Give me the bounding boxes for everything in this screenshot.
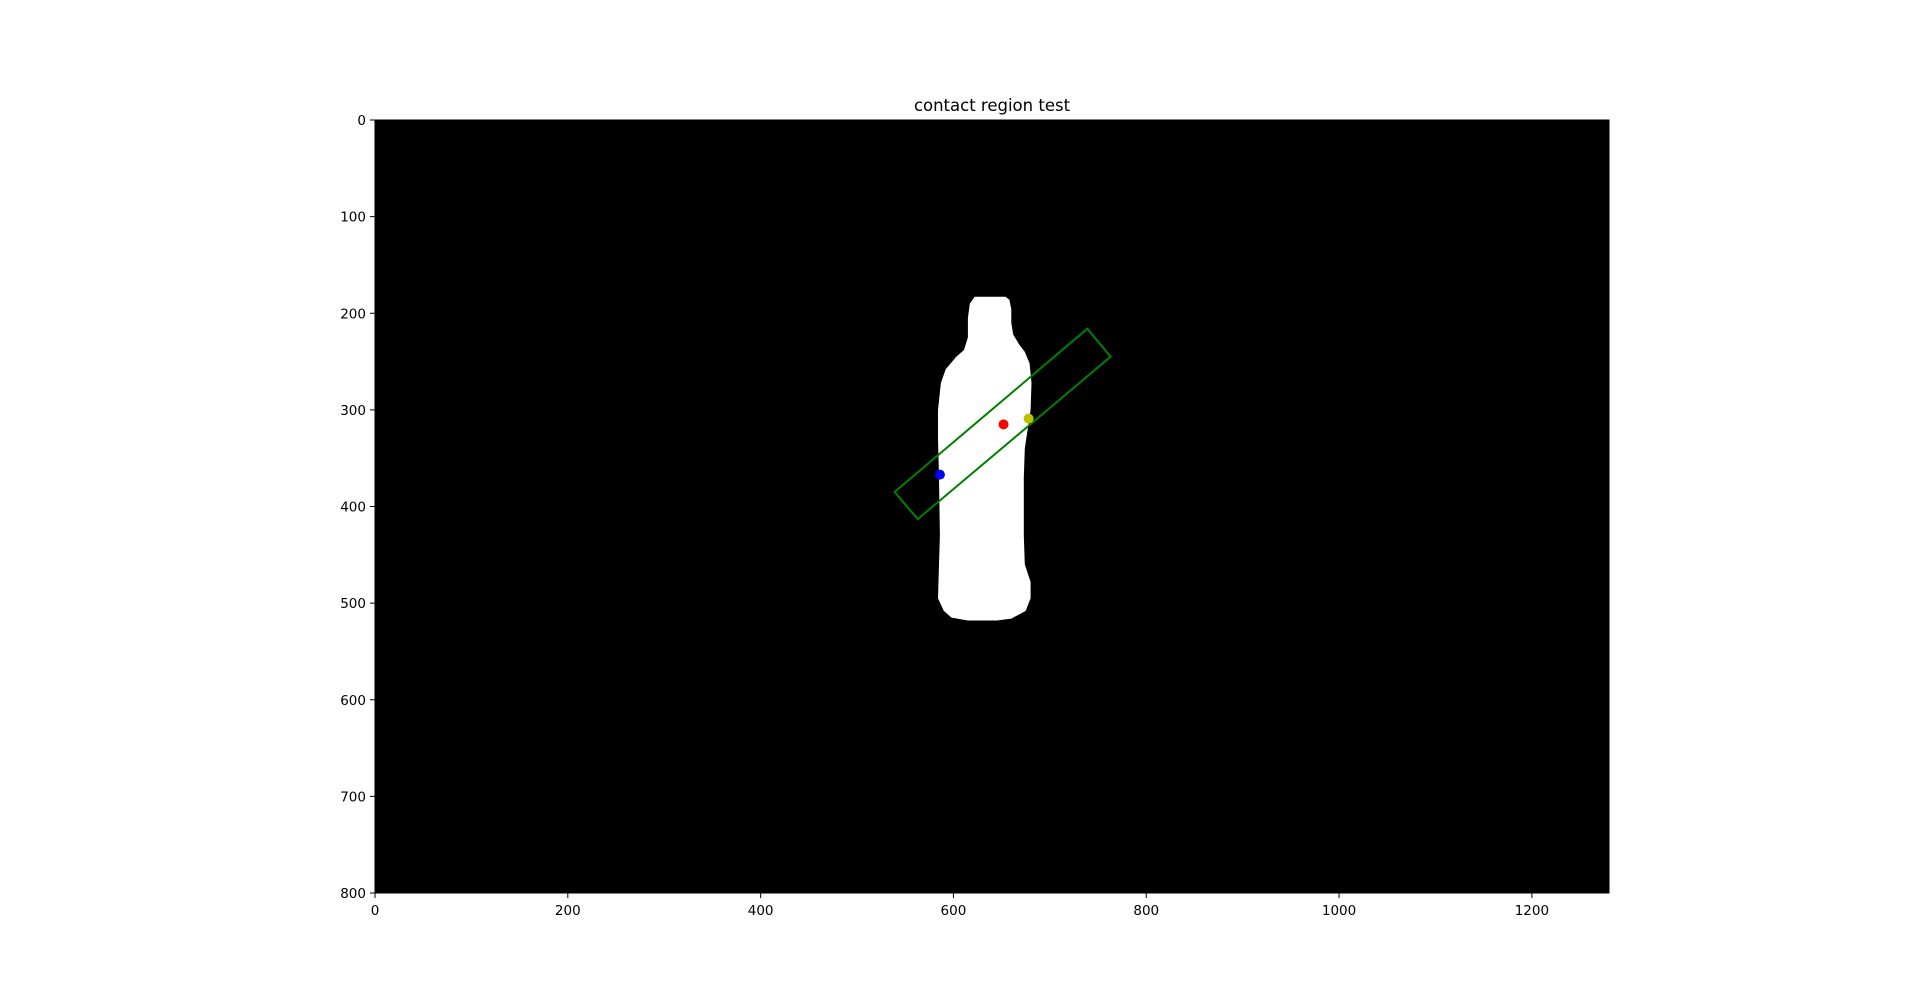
y-tick-label: 300 bbox=[340, 403, 366, 419]
y-axis: 0 100 200 300 400 500 600 700 800 bbox=[340, 113, 375, 902]
y-tick-label: 500 bbox=[340, 596, 366, 612]
plot-contents bbox=[893, 296, 1113, 621]
y-tick-label: 800 bbox=[340, 886, 366, 902]
x-tick-label: 400 bbox=[748, 903, 774, 919]
x-axis: 0 200 400 600 800 1000 1200 bbox=[371, 893, 1549, 919]
contact-region-rectangle bbox=[893, 327, 1113, 521]
object-mask bbox=[938, 296, 1032, 621]
contact-point-1 bbox=[998, 419, 1009, 430]
y-tick-label: 600 bbox=[340, 693, 366, 709]
y-tick-label: 0 bbox=[357, 113, 366, 129]
x-tick-label: 200 bbox=[555, 903, 581, 919]
x-tick-label: 0 bbox=[371, 903, 380, 919]
contact-point-2 bbox=[1023, 413, 1034, 424]
x-tick-label: 1200 bbox=[1515, 903, 1549, 919]
y-tick-label: 200 bbox=[340, 306, 366, 322]
x-tick-label: 1000 bbox=[1322, 903, 1356, 919]
x-tick-label: 600 bbox=[941, 903, 967, 919]
y-tick-label: 100 bbox=[340, 210, 366, 226]
y-tick-label: 700 bbox=[340, 789, 366, 805]
y-tick-label: 400 bbox=[340, 500, 366, 516]
x-tick-label: 800 bbox=[1133, 903, 1159, 919]
chart-title: contact region test bbox=[914, 96, 1071, 115]
contact-point-0 bbox=[934, 469, 945, 480]
